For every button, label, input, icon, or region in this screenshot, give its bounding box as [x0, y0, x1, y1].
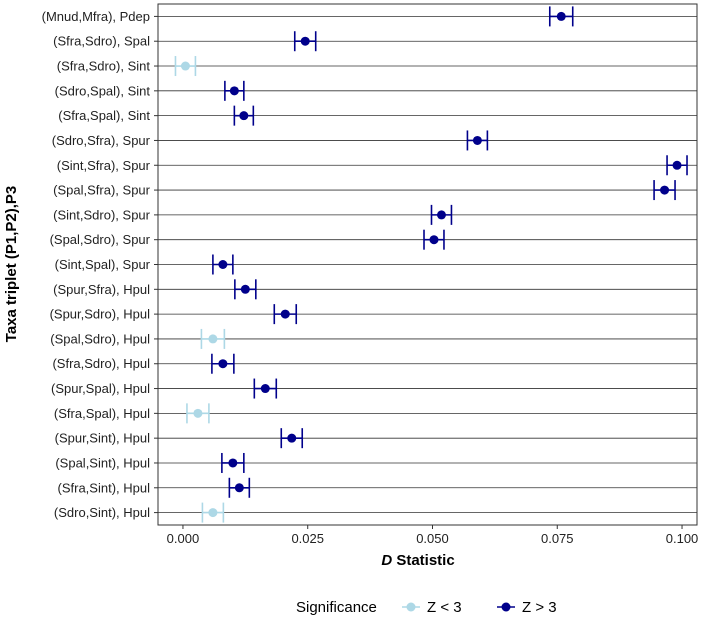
data-marks — [174, 6, 688, 523]
y-tick-label: (Spal,Sdro), Hpul — [50, 331, 150, 346]
legend-key-low — [402, 602, 420, 612]
legend-key-high — [497, 602, 515, 612]
d-statistic-point — [260, 384, 270, 394]
d-statistic-point — [472, 135, 482, 145]
error-bar-point — [280, 428, 304, 449]
x-axis-title: D Statistic — [381, 552, 454, 569]
d-statistic-point — [228, 458, 238, 468]
d-statistic-point — [429, 235, 439, 245]
error-bar-point — [234, 279, 257, 300]
error-bar-point — [221, 452, 245, 473]
d-statistic-point — [239, 111, 249, 121]
y-axis-title: Taxa triplet (P1,P2),P3 — [3, 186, 20, 342]
d-statistic-point — [208, 508, 218, 518]
y-axis-ticks: (Mnud,Mfra), Pdep (Sfra,Sdro), Spal (Sfra,… — [42, 9, 158, 520]
error-bar-point — [224, 80, 245, 101]
y-tick-label: (Sfra,Sint), Hpul — [58, 480, 151, 495]
x-tick-label: 0.025 — [291, 531, 324, 546]
error-bar-point — [666, 155, 688, 176]
d-statistic-point — [218, 359, 228, 369]
y-tick-label: (Spur,Sint), Hpul — [55, 431, 150, 446]
y-tick-label: (Sfra,Sdro), Spal — [53, 34, 150, 49]
x-tick-label: 0.075 — [541, 531, 574, 546]
error-bar-point — [273, 304, 298, 325]
error-bar-point — [228, 477, 251, 498]
y-tick-label: (Sint,Sfra), Spur — [57, 158, 151, 173]
error-bar-point — [548, 6, 574, 27]
y-tick-label: (Spal,Sint), Hpul — [55, 455, 150, 470]
y-tick-label: (Spal,Sfra), Spur — [53, 183, 150, 198]
y-tick-label: (Spur,Sdro), Hpul — [50, 307, 151, 322]
error-bar-point — [253, 378, 278, 399]
legend: Significance Z < 3 Z > 3 — [296, 599, 557, 616]
d-statistic-point — [218, 260, 228, 269]
d-statistic-point — [672, 160, 682, 170]
y-tick-label: (Sint,Sdro), Spur — [53, 207, 150, 222]
y-tick-label: (Spur,Sfra), Hpul — [53, 282, 150, 297]
y-tick-label: (Sdro,Spal), Sint — [55, 83, 151, 98]
y-tick-label: (Spur,Spal), Hpul — [51, 381, 150, 396]
error-bar-point — [174, 56, 197, 77]
d-statistic-point — [193, 408, 203, 418]
legend-key-low-point — [406, 602, 416, 612]
d-statistic-point — [556, 11, 566, 21]
legend-label-high: Z > 3 — [522, 599, 557, 616]
legend-title: Significance — [296, 599, 377, 616]
y-tick-label: (Spal,Sdro), Spur — [50, 232, 151, 247]
x-tick-label: 0.100 — [666, 531, 699, 546]
error-bar-point — [201, 502, 225, 523]
y-tick-label: (Sfra,Sdro), Hpul — [52, 356, 150, 371]
x-axis-title-rest: Statistic — [392, 552, 455, 569]
d-statistic-point — [436, 210, 446, 220]
d-statistic-point — [300, 36, 310, 46]
d-statistic-point — [229, 86, 239, 96]
x-tick-label: 0.050 — [416, 531, 449, 546]
x-tick-label: 0.000 — [167, 531, 200, 546]
y-tick-label: (Sdro,Sfra), Spur — [52, 133, 151, 148]
error-bar-point — [212, 254, 234, 275]
d-statistic-point — [240, 284, 250, 294]
error-bar-point — [186, 403, 210, 424]
error-bar-point — [211, 353, 235, 374]
x-axis-ticks: 0.000 0.025 0.050 0.075 0.100 — [167, 525, 699, 546]
d-statistic-point — [180, 61, 190, 71]
d-statistic-point — [660, 185, 670, 195]
error-bar-point — [200, 328, 226, 349]
legend-label-low: Z < 3 — [427, 599, 462, 616]
d-statistic-point — [287, 433, 297, 443]
error-bar-point — [430, 204, 453, 225]
y-tick-label: (Sfra,Sdro), Sint — [57, 59, 151, 74]
error-bar-point — [466, 130, 489, 151]
error-bar-point — [293, 31, 317, 52]
y-tick-label: (Mnud,Mfra), Pdep — [42, 9, 150, 24]
d-statistic-point — [234, 483, 244, 493]
y-tick-label: (Sfra,Spal), Sint — [58, 108, 150, 123]
d-statistic-point — [208, 334, 218, 344]
y-tick-label: (Sdro,Sint), Hpul — [54, 505, 150, 520]
legend-key-high-point — [501, 602, 511, 612]
d-statistic-point — [280, 309, 290, 319]
x-axis-title-italic: D — [381, 552, 392, 569]
y-tick-label: (Sint,Spal), Spur — [55, 257, 151, 272]
error-bar-point — [233, 105, 255, 126]
y-tick-label: (Sfra,Spal), Hpul — [54, 406, 150, 421]
error-bar-point — [423, 229, 445, 250]
error-bar-point — [653, 180, 676, 201]
